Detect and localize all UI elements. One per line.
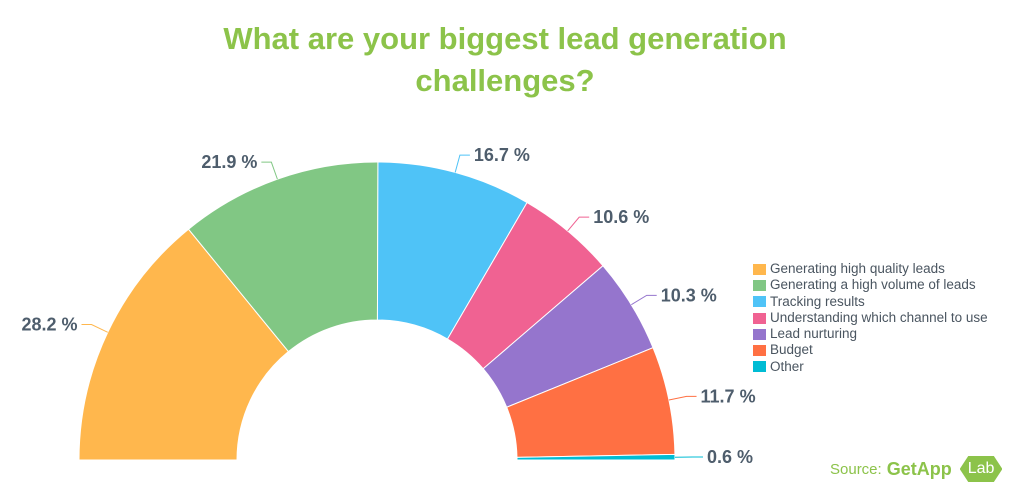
legend-item[interactable]: Other	[753, 359, 988, 375]
getapp-logo: GetApp	[886, 458, 952, 479]
legend-swatch	[753, 263, 766, 275]
legend-item[interactable]: Lead nurturing	[753, 326, 988, 342]
chart-title: What are your biggest lead generation ch…	[223, 21, 787, 98]
data-label-1: 28.2 %	[21, 315, 77, 335]
legend-swatch	[753, 328, 766, 340]
slice-1	[78, 228, 290, 461]
leader-line-1	[81, 324, 108, 333]
legend-item[interactable]: Budget	[753, 342, 988, 358]
legend-swatch	[753, 361, 766, 373]
legend-item[interactable]: Tracking results	[753, 294, 988, 310]
slice-2	[187, 161, 379, 353]
source-prefix: Source:	[830, 460, 882, 478]
legend: Generating high quality leads Generating …	[753, 261, 988, 375]
legend-label: Other	[770, 358, 804, 374]
leader-line-2	[261, 161, 278, 180]
legend-item[interactable]: Generating a high volume of leads	[753, 277, 988, 293]
legend-item[interactable]: Understanding which channel to use	[753, 310, 988, 326]
leader-line-4	[567, 216, 590, 232]
legend-label: Understanding which channel to use	[770, 309, 988, 325]
legend-swatch	[753, 312, 766, 324]
legend-label: Tracking results	[770, 293, 865, 309]
source-credit: Source: GetApp Lab	[830, 456, 1003, 482]
legend-label: Generating a high volume of leads	[770, 277, 976, 293]
leader-line-6	[668, 395, 697, 401]
lab-badge: Lab	[959, 456, 1003, 482]
legend-label: Generating high quality leads	[770, 261, 945, 276]
legend-label: Lead nurturing	[770, 326, 858, 342]
legend-swatch	[753, 279, 766, 291]
legend-item[interactable]: Generating high quality leads	[753, 261, 988, 277]
data-label-4: 10.6 %	[593, 207, 649, 227]
data-label-7: 0.6 %	[707, 447, 753, 467]
leader-line-5	[631, 294, 657, 306]
legend-label: Budget	[770, 342, 813, 358]
slice-7	[516, 453, 676, 461]
data-label-2: 21.9 %	[201, 152, 257, 172]
data-label-5: 10.3 %	[661, 285, 717, 305]
legend-swatch	[753, 345, 766, 357]
leader-line-3	[454, 154, 470, 173]
data-label-6: 11.7 %	[701, 386, 756, 406]
data-label-3: 16.7 %	[474, 145, 530, 165]
legend-swatch	[753, 296, 766, 308]
